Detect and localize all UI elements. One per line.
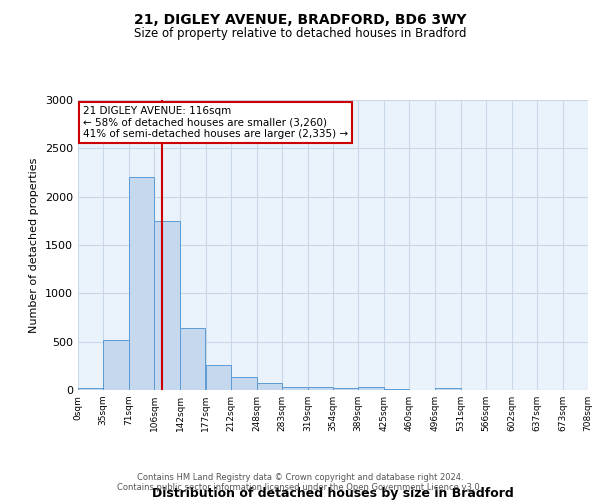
Text: 21, DIGLEY AVENUE, BRADFORD, BD6 3WY: 21, DIGLEY AVENUE, BRADFORD, BD6 3WY <box>134 12 466 26</box>
Bar <box>205 365 231 390</box>
Bar <box>435 388 461 390</box>
Bar <box>103 340 129 390</box>
Bar <box>308 387 333 390</box>
Text: Size of property relative to detached houses in Bradford: Size of property relative to detached ho… <box>134 28 466 40</box>
Bar <box>358 387 384 390</box>
Bar <box>333 388 358 390</box>
Bar <box>282 387 308 390</box>
Text: Contains HM Land Registry data © Crown copyright and database right 2024.
Contai: Contains HM Land Registry data © Crown c… <box>118 473 482 492</box>
Bar <box>384 389 409 390</box>
Text: 21 DIGLEY AVENUE: 116sqm
← 58% of detached houses are smaller (3,260)
41% of sem: 21 DIGLEY AVENUE: 116sqm ← 58% of detach… <box>83 106 348 139</box>
Bar <box>180 328 205 390</box>
Bar <box>257 383 282 390</box>
Bar <box>129 178 154 390</box>
Bar <box>231 378 257 390</box>
X-axis label: Distribution of detached houses by size in Bradford: Distribution of detached houses by size … <box>152 487 514 500</box>
Bar <box>154 221 180 390</box>
Bar <box>78 388 103 390</box>
Y-axis label: Number of detached properties: Number of detached properties <box>29 158 40 332</box>
